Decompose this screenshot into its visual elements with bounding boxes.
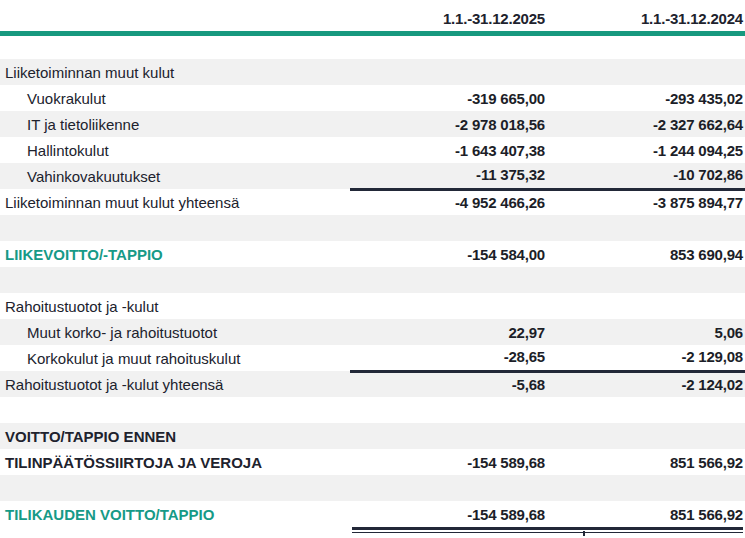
row-values: -5,68-2 124,02 — [350, 371, 745, 397]
value-2024: -10 702,86 — [545, 166, 745, 183]
column-headers: 1.1.-31.12.2025 1.1.-31.12.2024 — [0, 5, 745, 31]
table-row: Vahinkovakuutukset-11 375,32-10 702,86 — [0, 163, 745, 189]
row-values: -154 584,00853 690,94 — [350, 241, 745, 267]
value-2024: 5,06 — [545, 324, 745, 341]
income-statement-report: 1.1.-31.12.2025 1.1.-31.12.2024 Liiketoi… — [0, 0, 745, 533]
value-2025: -319 665,00 — [350, 90, 545, 107]
row-values: -154 589,68851 566,92 — [350, 501, 745, 527]
header-gap — [0, 36, 745, 59]
table-row: TILINPÄÄTÖSSIIRTOJA JA VEROJA-154 589,68… — [0, 449, 745, 475]
value-2025: 22,97 — [350, 324, 545, 341]
value-2024: -3 875 894,77 — [545, 194, 745, 211]
row-values — [350, 59, 745, 85]
value-2024: -2 129,08 — [545, 348, 745, 365]
row-values: -4 952 466,26-3 875 894,77 — [350, 189, 745, 215]
row-label: IT ja tietoliikenne — [0, 116, 350, 133]
grand-total-double-rule — [352, 527, 743, 533]
table-row: Rahoitustuotot ja -kulut — [0, 293, 745, 319]
row-label: Korkokulut ja muut rahoituskulut — [0, 350, 350, 367]
row-label: Hallintokulut — [0, 142, 350, 159]
row-label: Liiketoiminnan muut kulut yhteensä — [0, 194, 350, 211]
table-row: Korkokulut ja muut rahoituskulut-28,65-2… — [0, 345, 745, 371]
grand-total-rule-row — [0, 527, 745, 533]
row-label: Vuokrakulut — [0, 90, 350, 107]
table-row: Muut korko- ja rahoitustuotot22,975,06 — [0, 319, 745, 345]
row-values: -1 643 407,38-1 244 094,25 — [350, 137, 745, 163]
value-2024: 851 566,92 — [545, 454, 745, 471]
row-label: LIIKEVOITTO/-TAPPIO — [0, 246, 350, 263]
row-values: -2 978 018,56-2 327 662,64 — [350, 111, 745, 137]
table-row: IT ja tietoliikenne-2 978 018,56-2 327 6… — [0, 111, 745, 137]
row-values — [350, 397, 745, 423]
row-values — [350, 475, 745, 501]
row-values: -28,65-2 129,08 — [350, 344, 745, 373]
period-2024-header: 1.1.-31.12.2024 — [545, 10, 745, 27]
table-row-empty — [0, 475, 745, 501]
row-label: Rahoitustuotot ja -kulut — [0, 298, 350, 315]
row-values: -11 375,32-10 702,86 — [350, 162, 745, 191]
value-2025: -11 375,32 — [350, 166, 545, 183]
table-row: Rahoitustuotot ja -kulut yhteensä-5,68-2… — [0, 371, 745, 397]
row-label: TILIKAUDEN VOITTO/TAPPIO — [0, 506, 350, 523]
value-2025: -154 584,00 — [350, 246, 545, 263]
value-2025: -1 643 407,38 — [350, 142, 545, 159]
period-2025-header: 1.1.-31.12.2025 — [350, 10, 545, 27]
row-values: -319 665,00-293 435,02 — [350, 85, 745, 111]
table-row: Liiketoiminnan muut kulut — [0, 59, 745, 85]
value-2025: -5,68 — [350, 376, 545, 393]
table-row: TILIKAUDEN VOITTO/TAPPIO-154 589,68851 5… — [0, 501, 745, 527]
table-row-empty — [0, 267, 745, 293]
row-label: Rahoitustuotot ja -kulut yhteensä — [0, 376, 350, 393]
value-2025: -2 978 018,56 — [350, 116, 545, 133]
table-row-empty — [0, 397, 745, 423]
statement-table: Liiketoiminnan muut kulut Vuokrakulut-319… — [0, 59, 745, 527]
row-values — [350, 293, 745, 319]
value-2025: -28,65 — [350, 348, 545, 365]
value-2024: 853 690,94 — [545, 246, 745, 263]
row-values — [350, 215, 745, 241]
value-2025: -154 589,68 — [350, 454, 545, 471]
row-values — [350, 267, 745, 293]
column-tick-mark — [583, 531, 585, 536]
table-row-empty — [0, 215, 745, 241]
value-2024: -293 435,02 — [545, 90, 745, 107]
value-2025: -4 952 466,26 — [350, 194, 545, 211]
row-values: 22,975,06 — [350, 319, 745, 345]
row-label: Muut korko- ja rahoitustuotot — [0, 324, 350, 341]
value-2025: -154 589,68 — [350, 506, 545, 523]
row-label: VOITTO/TAPPIO ENNEN — [0, 428, 350, 445]
table-row: Liiketoiminnan muut kulut yhteensä-4 952… — [0, 189, 745, 215]
row-values — [350, 423, 745, 449]
value-2024: -2 327 662,64 — [545, 116, 745, 133]
value-2024: -2 124,02 — [545, 376, 745, 393]
row-label: Vahinkovakuutukset — [0, 168, 350, 185]
period-headers: 1.1.-31.12.2025 1.1.-31.12.2024 — [350, 5, 745, 31]
table-row: Hallintokulut-1 643 407,38-1 244 094,25 — [0, 137, 745, 163]
row-label: TILINPÄÄTÖSSIIRTOJA JA VEROJA — [0, 454, 350, 471]
row-values: -154 589,68851 566,92 — [350, 449, 745, 475]
table-row: LIIKEVOITTO/-TAPPIO-154 584,00853 690,94 — [0, 241, 745, 267]
table-row: VOITTO/TAPPIO ENNEN — [0, 423, 745, 449]
value-2024: 851 566,92 — [545, 506, 745, 523]
value-2024: -1 244 094,25 — [545, 142, 745, 159]
table-row: Vuokrakulut-319 665,00-293 435,02 — [0, 85, 745, 111]
row-label: Liiketoiminnan muut kulut — [0, 64, 350, 81]
